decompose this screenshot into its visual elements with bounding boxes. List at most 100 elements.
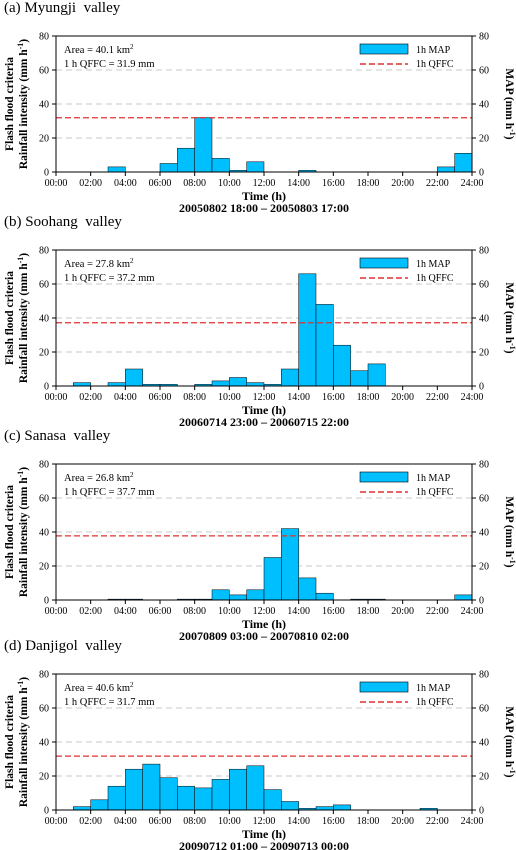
y2-tick-label: 0 bbox=[479, 382, 484, 393]
x-tick-label: 08:00 bbox=[183, 178, 206, 189]
bar bbox=[281, 528, 299, 601]
x-axis-label: Time (h) bbox=[242, 189, 286, 203]
bar bbox=[454, 594, 473, 601]
x-tick-label: 08:00 bbox=[183, 606, 206, 617]
y-tick-label: 20 bbox=[39, 562, 49, 573]
bar bbox=[211, 589, 230, 601]
x-tick-label: 14:00 bbox=[287, 816, 310, 827]
panel-title: (d) Danjigol valley bbox=[4, 638, 122, 654]
y2-tick-label: 80 bbox=[479, 460, 489, 471]
legend-line-label: 1h QFFC bbox=[416, 273, 454, 284]
bar bbox=[211, 158, 230, 173]
bar bbox=[229, 768, 247, 811]
x-axis-label: Time (h) bbox=[242, 403, 286, 417]
x-tick-label: 24:00 bbox=[461, 392, 484, 403]
x-tick-label: 22:00 bbox=[426, 606, 449, 617]
y2-tick-label: 0 bbox=[479, 806, 484, 817]
x-tick-label: 02:00 bbox=[79, 178, 102, 189]
x-tick-label: 24:00 bbox=[461, 816, 484, 827]
qffc-annotation: 1 h QFFC = 31.7 mm bbox=[64, 697, 155, 708]
x-tick-label: 18:00 bbox=[357, 816, 380, 827]
y2-tick-label: 40 bbox=[479, 528, 489, 539]
chart-svg: 0 0 20 20 40 40 60 60 80 80 00:00 02:00 04:00 06:00 08… bbox=[4, 460, 516, 644]
chart-panel-b: (b) Soohang valley 0 0 20 20 40 40 60 60 80 80 00:… bbox=[0, 214, 516, 429]
y-tick-label: 0 bbox=[44, 382, 49, 393]
qffc-annotation: 1 h QFFC = 37.2 mm bbox=[64, 273, 155, 284]
chart-panel-c: (c) Sanasa valley 0 0 20 20 40 40 60 60 80 80 00:0… bbox=[0, 428, 516, 644]
x-tick-label: 14:00 bbox=[287, 606, 310, 617]
y2-tick-label: 20 bbox=[479, 348, 489, 359]
legend-line-label: 1h QFFC bbox=[416, 487, 454, 498]
x-axis-label: Time (h) bbox=[242, 827, 286, 841]
x-tick-label: 10:00 bbox=[218, 606, 241, 617]
x-tick-label: 14:00 bbox=[287, 178, 310, 189]
x-tick-label: 10:00 bbox=[218, 178, 241, 189]
y2-axis-label: MAP (mm h-1) bbox=[503, 706, 516, 777]
bar bbox=[281, 368, 299, 387]
y2-axis-label: MAP (mm h-1) bbox=[503, 282, 516, 353]
x-tick-label: 12:00 bbox=[253, 606, 276, 617]
bar bbox=[298, 577, 317, 601]
period-label: 20070809 03:00 – 20070810 02:00 bbox=[179, 629, 349, 643]
bar bbox=[229, 594, 247, 601]
y2-tick-label: 40 bbox=[479, 100, 489, 111]
bar bbox=[194, 787, 213, 811]
x-tick-label: 06:00 bbox=[149, 178, 172, 189]
x-tick-label: 02:00 bbox=[79, 392, 102, 403]
x-tick-label: 00:00 bbox=[45, 178, 68, 189]
y-axis-label-line2: Rainfall intensity (mm h-1) bbox=[16, 467, 30, 597]
x-tick-label: 22:00 bbox=[426, 816, 449, 827]
y-tick-label: 40 bbox=[39, 100, 49, 111]
legend-bar-swatch bbox=[359, 43, 409, 55]
y-axis-label-line1: Flash flood criteria bbox=[4, 485, 16, 579]
bar bbox=[263, 789, 282, 811]
bar bbox=[333, 344, 351, 387]
period-label: 20090712 01:00 – 20090713 00:00 bbox=[179, 839, 349, 850]
area-annotation: Area = 26.8 km2 bbox=[64, 471, 134, 484]
y-tick-label: 80 bbox=[39, 246, 49, 257]
x-tick-label: 20:00 bbox=[391, 178, 414, 189]
panel-title: (a) Myungji valley bbox=[4, 0, 121, 16]
y2-tick-label: 80 bbox=[479, 670, 489, 681]
legend-bar-label: 1h MAP bbox=[416, 45, 451, 56]
x-tick-label: 04:00 bbox=[114, 606, 137, 617]
y2-tick-label: 0 bbox=[479, 168, 484, 179]
legend-bar-swatch bbox=[359, 471, 409, 483]
y-tick-label: 0 bbox=[44, 806, 49, 817]
bar bbox=[367, 363, 386, 387]
y2-tick-label: 20 bbox=[479, 562, 489, 573]
x-tick-label: 10:00 bbox=[218, 392, 241, 403]
period-label: 20050802 18:00 – 20050803 17:00 bbox=[179, 201, 349, 215]
bar bbox=[298, 273, 317, 387]
bar bbox=[333, 804, 351, 811]
bar bbox=[107, 785, 126, 811]
y-tick-label: 60 bbox=[39, 494, 49, 505]
y2-tick-label: 80 bbox=[479, 32, 489, 43]
x-tick-label: 22:00 bbox=[426, 178, 449, 189]
y2-axis-label: MAP (mm h-1) bbox=[503, 68, 516, 139]
x-tick-label: 20:00 bbox=[391, 816, 414, 827]
x-tick-label: 24:00 bbox=[461, 178, 484, 189]
chart-panel-d: (d) Danjigol valley 0 0 20 20 40 40 60 60 80 80 00… bbox=[0, 638, 516, 850]
x-tick-label: 16:00 bbox=[322, 606, 345, 617]
x-tick-label: 12:00 bbox=[253, 816, 276, 827]
legend-line-label: 1h QFFC bbox=[416, 59, 454, 70]
area-annotation: Area = 40.1 km2 bbox=[64, 43, 134, 56]
y-tick-label: 40 bbox=[39, 314, 49, 325]
chart-svg: 0 0 20 20 40 40 60 60 80 80 00:00 02:00 04:00 06:00 08… bbox=[4, 32, 516, 216]
legend-bar-label: 1h MAP bbox=[416, 473, 451, 484]
bar bbox=[125, 768, 143, 811]
x-tick-label: 06:00 bbox=[149, 392, 172, 403]
bar bbox=[177, 785, 195, 811]
x-tick-label: 16:00 bbox=[322, 178, 345, 189]
x-tick-label: 06:00 bbox=[149, 816, 172, 827]
x-tick-label: 00:00 bbox=[45, 816, 68, 827]
bar bbox=[437, 166, 455, 173]
y2-tick-label: 80 bbox=[479, 246, 489, 257]
bar bbox=[125, 368, 143, 387]
y-tick-label: 0 bbox=[44, 596, 49, 607]
y2-tick-label: 60 bbox=[479, 494, 489, 505]
panel-title: (b) Soohang valley bbox=[4, 214, 122, 230]
y-tick-label: 80 bbox=[39, 32, 49, 43]
y2-axis-label: MAP (mm h-1) bbox=[503, 496, 516, 567]
